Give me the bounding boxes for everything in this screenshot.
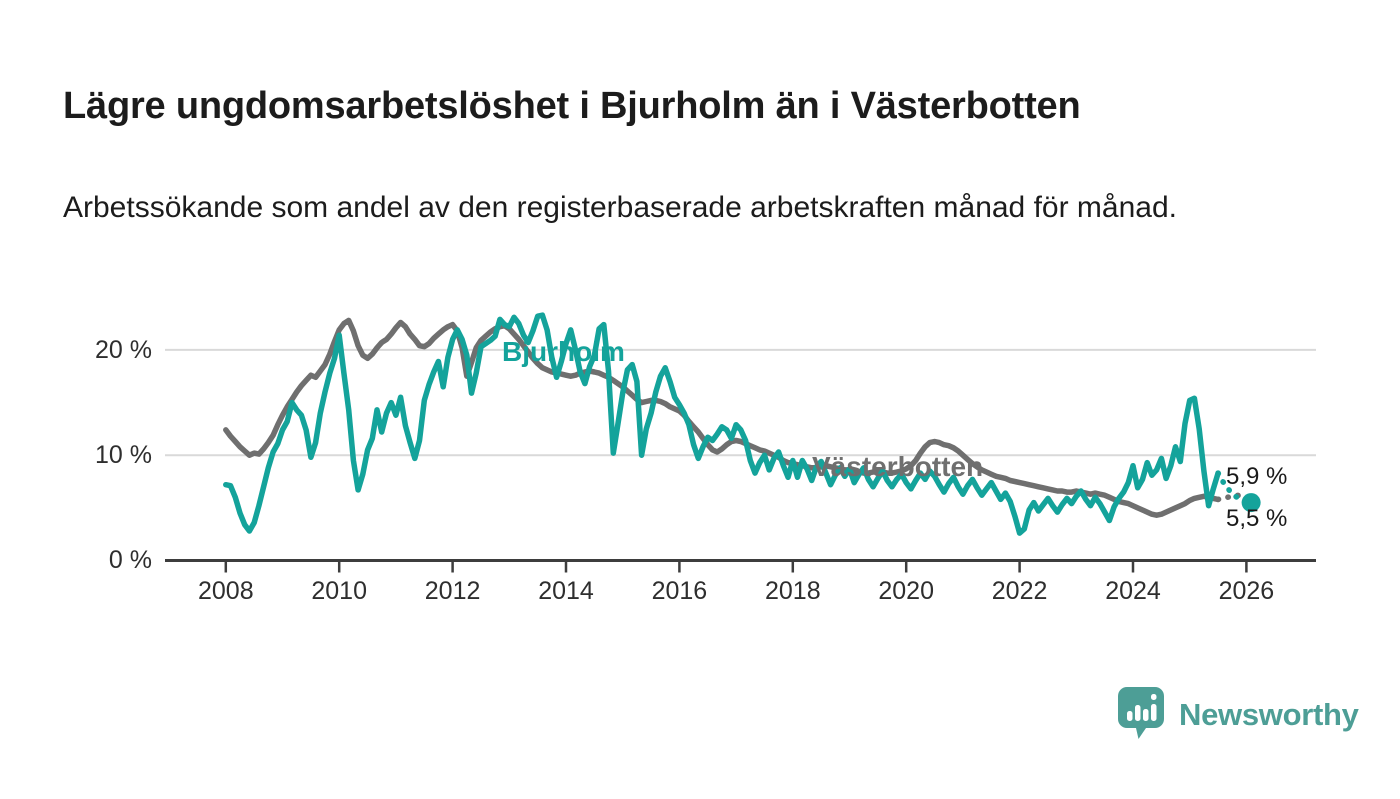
end-value-bjurholm: 5,5 % bbox=[1226, 505, 1288, 532]
series-label-bjurholm: Bjurholm bbox=[502, 336, 625, 367]
y-axis-label-10: 10 % bbox=[95, 441, 152, 469]
x-axis-label: 2010 bbox=[311, 577, 367, 605]
x-axis-label: 2016 bbox=[651, 577, 708, 605]
page-title: Lägre ungdomsarbetslöshet i Bjurholm än … bbox=[63, 85, 1081, 128]
series-label-vasterbotten: Västerbotten bbox=[812, 451, 984, 482]
chart-subtitle: Arbetssökande som andel av den registerb… bbox=[63, 191, 1177, 224]
y-axis-label-20: 20 % bbox=[95, 336, 152, 364]
x-axis-label: 2024 bbox=[1105, 577, 1161, 605]
x-axis-label: 2020 bbox=[878, 577, 934, 605]
x-axis-label: 2026 bbox=[1218, 577, 1275, 605]
series-line-bjurholm bbox=[223, 312, 1221, 536]
newsworthy-logo-icon bbox=[1117, 686, 1165, 745]
x-axis-label: 2008 bbox=[197, 577, 254, 605]
x-axis-label: 2014 bbox=[538, 577, 594, 605]
end-value-vasterbotten: 5,9 % bbox=[1226, 463, 1288, 490]
newsworthy-logo: Newsworthy bbox=[1117, 686, 1359, 745]
x-axis-label: 2012 bbox=[424, 577, 481, 605]
end-marker-bjurholm bbox=[1241, 493, 1261, 513]
x-axis-label: 2018 bbox=[764, 577, 821, 605]
y-axis-label-0: 0 % bbox=[108, 546, 152, 574]
x-axis-label: 2022 bbox=[991, 577, 1048, 605]
series-line-västerbotten bbox=[223, 317, 1221, 518]
newsworthy-logo-text: Newsworthy bbox=[1179, 697, 1359, 732]
